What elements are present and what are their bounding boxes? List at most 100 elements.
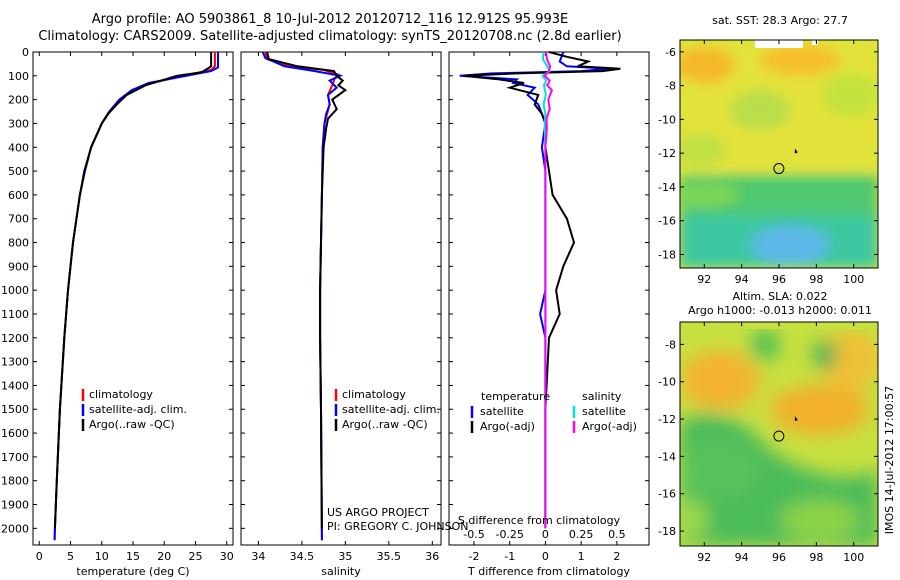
x-tick-label: 20 <box>157 550 171 563</box>
annotation-line: US ARGO PROJECT <box>327 506 429 519</box>
sla-map-subtitle: Argo h1000: -0.013 h2000: 0.011 <box>688 304 872 317</box>
annotation-line: PI: GREGORY C. JOHNSON <box>327 520 468 533</box>
legend-label: Argo(-adj) <box>582 420 637 433</box>
series-line-satellite-adj-clim- <box>261 51 344 541</box>
series-line-s-argo-adj- <box>543 51 554 529</box>
argo-position-marker <box>773 430 785 442</box>
float-track-marker <box>794 148 798 154</box>
x-tick-label: 15 <box>126 550 140 563</box>
map-x-tick-label: 92 <box>697 273 711 286</box>
x-tick-label: -1 <box>504 550 515 563</box>
sst-map-title: sat. SST: 28.3 Argo: 27.7 <box>712 14 848 27</box>
depth-tick-label: 1800 <box>1 475 29 488</box>
x-tick-label: 1 <box>578 550 585 563</box>
depth-tick-label: 0 <box>22 46 29 59</box>
legend-label: climatology <box>342 388 406 401</box>
map-y-tick-label: -8 <box>665 80 676 93</box>
depth-tick-label: 1200 <box>1 332 29 345</box>
top-x-tick-label: -0.25 <box>495 528 523 541</box>
float-track-marker <box>794 416 798 422</box>
legend-label: satellite <box>582 405 626 418</box>
map-x-tick-label: 96 <box>772 273 786 286</box>
map-y-tick-label: -18 <box>658 525 676 538</box>
map-y-tick-label: -10 <box>658 376 676 389</box>
depth-tick-label: 100 <box>8 70 29 83</box>
depth-tick-label: 2000 <box>1 522 29 535</box>
legend-label: Argo(-adj) <box>480 420 535 433</box>
map-y-tick-label: -10 <box>658 113 676 126</box>
header-line-2: Climatology: CARS2009. Satellite-adjuste… <box>38 29 622 44</box>
legend-label: Argo(..raw -QC) <box>89 418 175 431</box>
series-line-t-satellite <box>459 51 610 529</box>
map-y-tick-label: -18 <box>658 248 676 261</box>
map-x-tick-label: 100 <box>843 273 864 286</box>
map-y-tick-label: -14 <box>658 450 676 463</box>
legend-title: temperature <box>481 390 550 403</box>
depth-tick-label: 1400 <box>1 379 29 392</box>
map-x-tick-label: 94 <box>735 273 749 286</box>
depth-tick-label: 500 <box>8 165 29 178</box>
depth-tick-label: 1000 <box>1 284 29 297</box>
depth-tick-label: 1300 <box>1 356 29 369</box>
series-line-satellite-adj-clim- <box>53 52 219 541</box>
depth-tick-label: 700 <box>8 213 29 226</box>
depth-tick-label: 1100 <box>1 308 29 321</box>
x-tick-label: 0 <box>542 550 549 563</box>
top-x-axis-label: S difference from climatology <box>458 514 621 527</box>
map-y-tick-label: -14 <box>658 181 676 194</box>
depth-tick-label: 1600 <box>1 427 29 440</box>
x-tick-label: 2 <box>613 550 620 563</box>
panel-frame-salinity <box>240 51 442 546</box>
map-x-tick-label: 100 <box>843 551 864 564</box>
x-tick-label: 10 <box>95 550 109 563</box>
sla-map <box>680 322 878 546</box>
legend-label: satellite-adj. clim. <box>89 403 187 416</box>
x-tick-label: 34.5 <box>290 550 315 563</box>
x-tick-label: 36 <box>425 550 439 563</box>
x-tick-label: 0 <box>36 550 43 563</box>
map-x-tick-label: 92 <box>697 551 711 564</box>
map-y-tick-label: -16 <box>658 488 676 501</box>
series-line-argo-raw-qc- <box>53 52 213 529</box>
map-x-tick-label: 96 <box>772 551 786 564</box>
panel-frame-difference-from-climatology <box>448 51 650 546</box>
legend-label: satellite <box>480 405 524 418</box>
top-x-tick-label: 0.5 <box>608 528 626 541</box>
header-line-1: Argo profile: AO 5903861_8 10-Jul-2012 2… <box>91 12 569 27</box>
x-tick-label: 25 <box>189 550 203 563</box>
x-tick-label: 30 <box>220 550 234 563</box>
depth-tick-label: 1500 <box>1 403 29 416</box>
series-line-argo-raw-qc- <box>266 51 348 529</box>
top-x-tick-label: 0.25 <box>569 528 594 541</box>
map-x-tick-label: 98 <box>809 273 823 286</box>
x-tick-label: 35 <box>338 550 352 563</box>
map-y-tick-label: -8 <box>665 338 676 351</box>
x-tick-label: 5 <box>67 550 74 563</box>
map-x-tick-label: 98 <box>809 551 823 564</box>
map-y-tick-label: -16 <box>658 215 676 228</box>
panel-frame-temperature <box>32 51 234 546</box>
depth-tick-label: 900 <box>8 260 29 273</box>
depth-tick-label: 600 <box>8 189 29 202</box>
depth-tick-label: 1900 <box>1 499 29 512</box>
legend-label: satellite-adj. clim. <box>342 403 440 416</box>
x-axis-label: T difference from climatology <box>467 565 630 578</box>
depth-tick-label: 200 <box>8 94 29 107</box>
depth-tick-label: 800 <box>8 237 29 250</box>
map-x-tick-label: 94 <box>735 551 749 564</box>
map-y-tick-label: -6 <box>665 46 676 59</box>
top-x-tick-label: 0 <box>542 528 549 541</box>
series-line-climatology <box>53 52 216 541</box>
sst-map <box>680 40 878 268</box>
argo-position-marker <box>773 163 785 175</box>
x-tick-label: 35.5 <box>377 550 402 563</box>
sla-map-title: Altim. SLA: 0.022 <box>732 290 828 303</box>
x-axis-label: temperature (deg C) <box>76 565 189 578</box>
x-axis-label: salinity <box>321 565 361 578</box>
map-y-tick-label: -12 <box>658 147 676 160</box>
legend-label: Argo(..raw -QC) <box>342 418 428 431</box>
map-y-tick-label: -12 <box>658 413 676 426</box>
credit-label: IMOS 14-Jul-2012 17:00:57 <box>883 386 896 535</box>
series-line-t-argo-adj- <box>463 51 621 529</box>
